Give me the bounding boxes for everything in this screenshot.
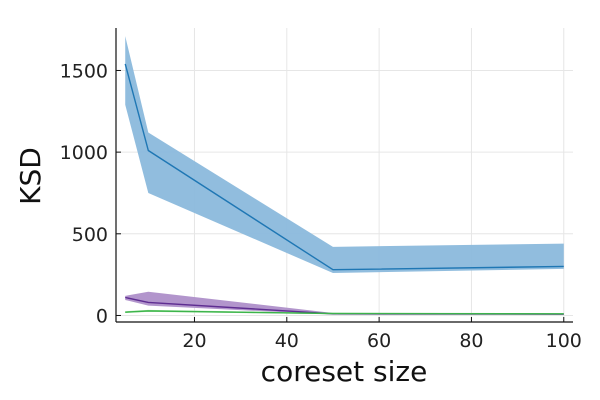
x-tick-label: 100 xyxy=(546,330,582,352)
y-axis-title: KSD xyxy=(14,147,47,205)
grid-layer xyxy=(116,28,573,322)
x-tick-label: 80 xyxy=(459,330,483,352)
x-tick-label: 40 xyxy=(275,330,299,352)
y-tick-label: 0 xyxy=(96,305,108,327)
series-2-band xyxy=(125,291,564,315)
y-tick-label: 1000 xyxy=(60,142,108,164)
confidence-bands xyxy=(125,36,564,315)
axes xyxy=(115,28,573,323)
series-lines xyxy=(124,63,564,315)
series-1-band xyxy=(125,36,564,273)
y-tick-label: 1500 xyxy=(60,60,108,82)
x-tick-label: 60 xyxy=(367,330,391,352)
series-1-line xyxy=(124,63,564,271)
x-tick-label: 20 xyxy=(182,330,206,352)
y-tick-label: 500 xyxy=(72,224,108,246)
series-3-line xyxy=(125,310,564,315)
x-axis-title: coreset size xyxy=(261,355,428,388)
